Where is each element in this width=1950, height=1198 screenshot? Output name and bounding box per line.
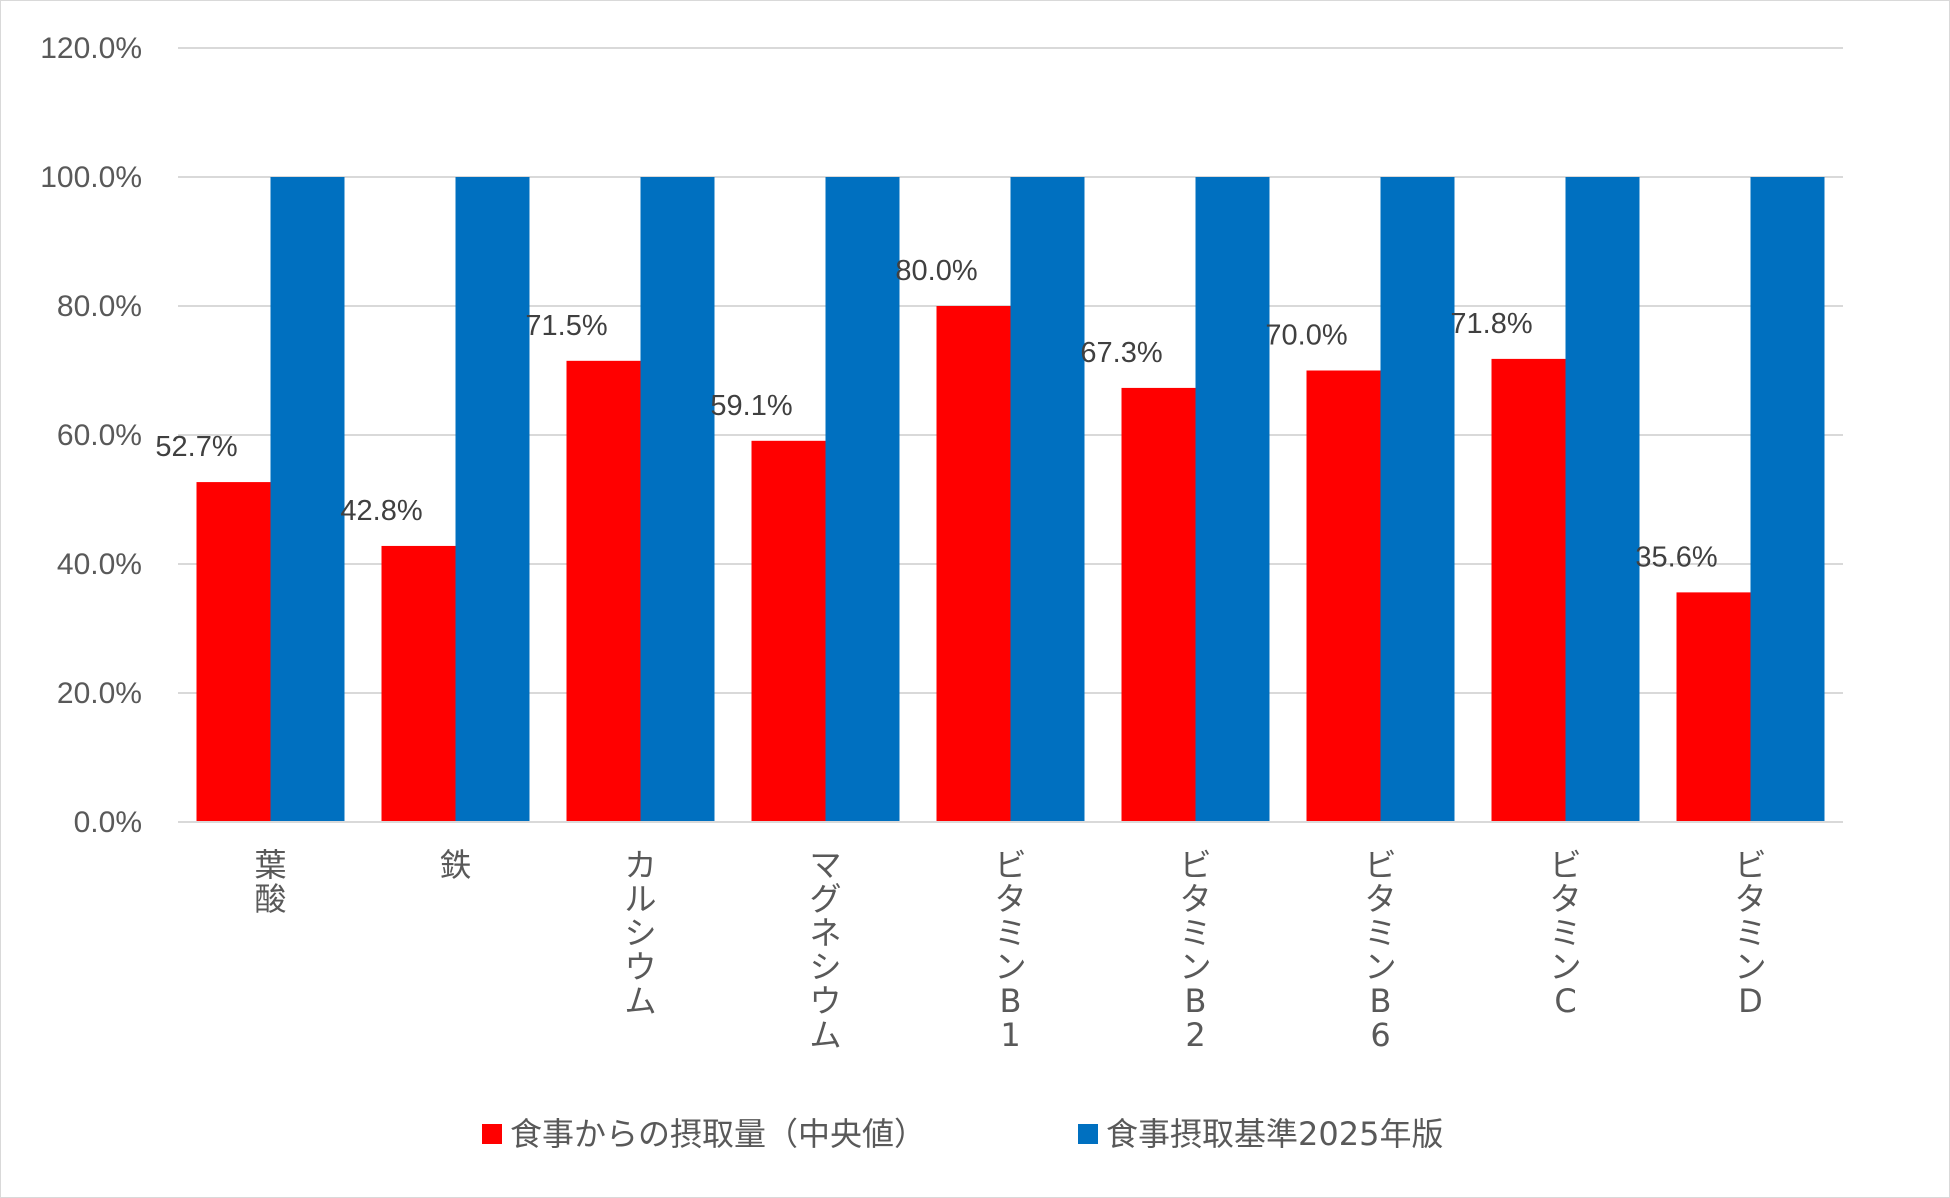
category-label: ビタミン C bbox=[1549, 846, 1581, 1020]
bar-intake bbox=[1676, 592, 1751, 822]
category-label: カルシウム bbox=[624, 846, 656, 1020]
category-label: ビタミン B 2 bbox=[1179, 846, 1211, 1054]
data-labels: 52.7% 42.8% 71.5% 59.1% 80.0% 67.3% 70.0% 71.8%… bbox=[155, 255, 1717, 573]
y-tick-label: 80.0% bbox=[57, 290, 142, 323]
data-label: 67.3% bbox=[1080, 337, 1162, 369]
bar-intake bbox=[1491, 358, 1566, 822]
data-label: 42.8% bbox=[340, 495, 422, 527]
bar-intake bbox=[751, 440, 826, 822]
bar-intake bbox=[1306, 370, 1381, 822]
bar-intake bbox=[381, 545, 456, 822]
legend-swatch bbox=[1078, 1124, 1098, 1144]
bar-standard bbox=[455, 177, 530, 822]
data-label: 80.0% bbox=[895, 255, 977, 287]
bar-standard bbox=[270, 177, 345, 822]
category-label: ビタミン D bbox=[1734, 846, 1766, 1020]
bar-intake bbox=[936, 306, 1011, 822]
bar-standard bbox=[640, 177, 715, 822]
bar-standard bbox=[1565, 177, 1640, 822]
bar-standard bbox=[1195, 177, 1270, 822]
category-label: ビタミン B 6 bbox=[1364, 846, 1396, 1054]
bar-standard bbox=[1380, 177, 1455, 822]
y-tick-label: 0.0% bbox=[74, 806, 142, 839]
y-tick-label: 120.0% bbox=[40, 32, 142, 65]
bar-standard bbox=[825, 177, 900, 822]
bar-intake bbox=[196, 482, 271, 822]
y-tick-label: 40.0% bbox=[57, 548, 142, 581]
category-labels: 葉酸 鉄 カルシウム マグネシウム ビタミン B 1 ビタミン B 2 ビタミン B 6 ビタミン C ビタミ… bbox=[254, 846, 1766, 1054]
y-axis-ticks: 0.0% 20.0% 40.0% 60.0% 80.0% 100.0% 120.0% bbox=[40, 32, 142, 839]
category-label: 葉酸 bbox=[254, 846, 286, 918]
category-label: マグネシウム bbox=[809, 846, 841, 1054]
bar-standard bbox=[1750, 177, 1825, 822]
category-label: ビタミン B 1 bbox=[994, 846, 1026, 1054]
category-label: 鉄 bbox=[439, 846, 471, 884]
legend-label: 食事摂取基準2025年版 bbox=[1106, 1115, 1443, 1153]
data-label: 70.0% bbox=[1265, 320, 1347, 352]
data-label: 71.5% bbox=[525, 310, 607, 342]
data-label: 52.7% bbox=[155, 431, 237, 463]
y-tick-label: 100.0% bbox=[40, 161, 142, 194]
legend-swatch bbox=[482, 1124, 502, 1144]
y-tick-label: 20.0% bbox=[57, 677, 142, 710]
legend: 食事からの摂取量（中央値） 食事摂取基準2025年版 bbox=[482, 1115, 1443, 1153]
data-label: 59.1% bbox=[710, 390, 792, 422]
data-label: 35.6% bbox=[1635, 541, 1717, 573]
bar-intake bbox=[1121, 387, 1196, 822]
legend-label: 食事からの摂取量（中央値） bbox=[510, 1115, 926, 1153]
bars bbox=[196, 177, 1825, 822]
bar-intake bbox=[566, 360, 641, 822]
data-label: 71.8% bbox=[1450, 308, 1532, 340]
y-tick-label: 60.0% bbox=[57, 419, 142, 452]
bar-standard bbox=[1010, 177, 1085, 822]
